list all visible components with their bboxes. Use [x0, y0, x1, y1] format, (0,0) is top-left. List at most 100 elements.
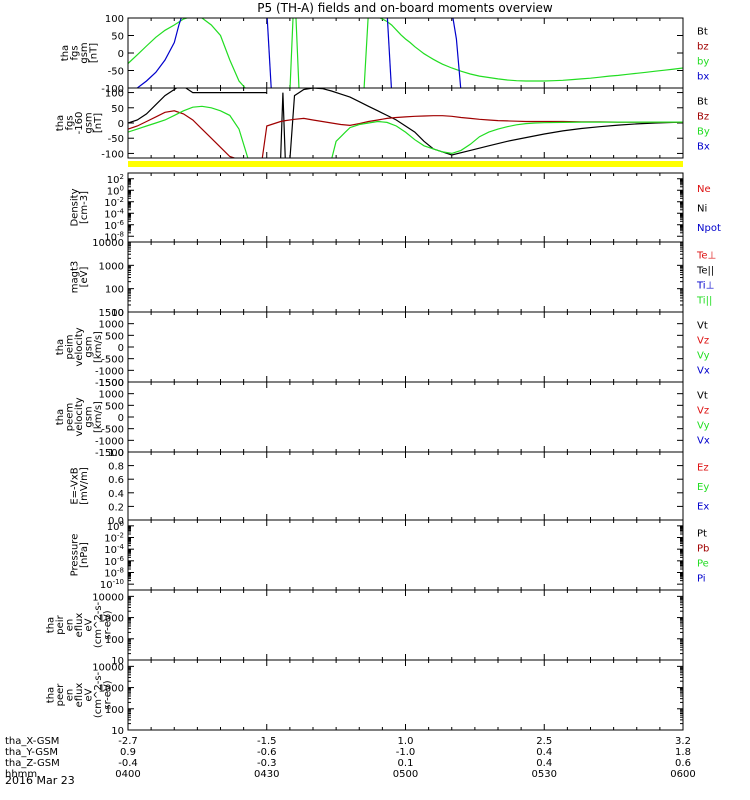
- series-line-Bz_a: [128, 110, 237, 158]
- panel-frame: [127, 451, 684, 521]
- y-axis-label-line: velocity: [74, 397, 85, 436]
- y-axis-label-line: [eV]: [79, 267, 90, 288]
- time-axis-value: 0600: [670, 769, 695, 780]
- time-axis-value: -1.5: [257, 736, 277, 747]
- time-axis-value: 0.1: [398, 758, 414, 769]
- panel-3: 10210010-210-410-610-8Density[cm-3]NeNiN…: [69, 172, 721, 243]
- status-bar-yellow: [128, 161, 683, 167]
- y-tick-label: 100: [105, 14, 124, 25]
- y-axis-label-line: sr-eV): [103, 610, 114, 639]
- y-axis-label-line: [nT]: [93, 113, 104, 133]
- y-tick-label: 10: [111, 656, 124, 667]
- y-tick-label: 10000: [92, 592, 124, 603]
- y-axis-label-line: eflux: [74, 683, 85, 708]
- y-tick-label: 0.4: [108, 489, 124, 500]
- y-axis-label-line: gsm: [84, 336, 95, 357]
- y-axis-label-line: Density: [69, 188, 80, 226]
- panel-6: 150010005000-500-1000-1500thapeemvelocit…: [55, 378, 710, 459]
- y-tick-label: -1500: [95, 448, 124, 459]
- y-tick-label: 0: [118, 49, 124, 60]
- time-axis-value: 1.0: [398, 736, 414, 747]
- y-tick-label: -1000: [95, 436, 124, 447]
- legend-item: Pt: [697, 529, 707, 540]
- y-tick-label: 0: [118, 119, 124, 130]
- y-axis-label-line: velocity: [74, 327, 85, 366]
- time-axis-row-label: tha_X-GSM: [5, 736, 59, 747]
- legend-item: Vx: [697, 366, 710, 377]
- time-axis-value: 0.6: [675, 758, 691, 769]
- legend-item: Te⊥: [696, 251, 716, 262]
- legend-item: Ni: [697, 204, 707, 215]
- y-axis-label-line: peem: [65, 403, 76, 431]
- y-tick-label: 1000: [99, 614, 124, 625]
- legend-item: Bz: [697, 112, 709, 123]
- series-line-bx_a: [135, 18, 182, 88]
- series-line-By_b: [331, 120, 683, 158]
- time-axis-row-label: tha_Z-GSM: [5, 758, 60, 769]
- y-tick-label: 10000: [92, 238, 124, 249]
- y-tick-label: 100: [105, 89, 124, 100]
- y-tick-label: 0: [118, 343, 124, 354]
- y-tick-label: -500: [101, 355, 124, 366]
- legend-item: Pe: [697, 559, 709, 570]
- y-tick-label: 1000: [99, 320, 124, 331]
- y-axis-label-line: tha: [55, 115, 66, 131]
- series-group: [128, 88, 683, 158]
- y-axis-label-line: eV: [84, 618, 95, 631]
- legend-item: Bx: [697, 142, 710, 153]
- legend-item: Ey: [697, 482, 709, 493]
- series-line-by: [128, 18, 247, 88]
- legend-item: Te||: [696, 266, 714, 277]
- y-tick-label: 500: [105, 401, 124, 412]
- y-tick-label: 500: [105, 331, 124, 342]
- y-axis-label-line: (cm^2-s-: [93, 671, 104, 718]
- panel-frame: [127, 659, 684, 731]
- status-bar: [128, 161, 683, 167]
- series-line-Bt_c: [280, 92, 286, 158]
- y-tick-label: -100: [101, 149, 124, 160]
- series-group: [128, 18, 683, 88]
- y-axis-label-line: en: [65, 689, 76, 702]
- y-tick-label: 0.6: [108, 475, 124, 486]
- y-tick-label: 1000: [99, 261, 124, 272]
- y-tick-label: 10000: [92, 662, 124, 673]
- legend-item: Ez: [697, 463, 709, 474]
- time-axis-row-label: hhmm: [5, 769, 37, 780]
- panel-10: 10000 1000 100 10 thapeerenefluxeV(cm^2-s-sr…: [46, 659, 684, 737]
- y-axis-label-line: tha: [46, 687, 57, 703]
- legend-item: By: [697, 127, 710, 138]
- y-axis-label-line: tha: [60, 45, 71, 61]
- panel-frame: [127, 87, 684, 159]
- legend-item: bz: [697, 42, 709, 53]
- y-tick-label: 10-10: [100, 578, 124, 591]
- y-tick-label: 50: [111, 104, 124, 115]
- y-tick-label: 100: [105, 635, 124, 646]
- y-axis-label-line: gsm: [79, 42, 90, 63]
- y-axis-label-line: en: [65, 619, 76, 632]
- time-axis-value: 0430: [254, 769, 279, 780]
- y-tick-label: 1.0: [108, 448, 124, 459]
- y-tick-label: 100: [105, 285, 124, 296]
- y-tick-label: -50: [108, 134, 124, 145]
- panel-frame: [127, 172, 684, 243]
- time-axis-value: -2.7: [118, 736, 138, 747]
- legend-item: Ti⊥: [696, 281, 714, 292]
- y-axis-label-line: eV: [84, 688, 95, 701]
- time-axis-value: 0.4: [536, 747, 552, 758]
- time-axis-value: -0.4: [118, 758, 138, 769]
- series-line-bx_c: [386, 18, 393, 88]
- y-tick-label: -500: [101, 425, 124, 436]
- y-tick-label: 10: [111, 726, 124, 737]
- legend-item: Ex: [697, 501, 709, 512]
- legend-item: Vz: [697, 406, 709, 417]
- y-axis-label-line: fgs: [65, 115, 76, 130]
- panel-4: 10000 1000 100 10 magt3[eV] Te⊥ Te|| Ti⊥ Ti||: [69, 238, 716, 319]
- y-tick-label: 10: [111, 308, 124, 319]
- y-axis-label-line: tha: [55, 339, 66, 355]
- y-axis-label-line: (cm^2-s-: [93, 601, 104, 648]
- legend-item: Ti||: [696, 296, 712, 307]
- time-axis-value: 0530: [532, 769, 557, 780]
- y-axis-label-line: Pressure: [69, 534, 80, 577]
- time-axis-value: -0.6: [257, 747, 277, 758]
- y-axis-label-line: E=-VxB: [69, 467, 80, 504]
